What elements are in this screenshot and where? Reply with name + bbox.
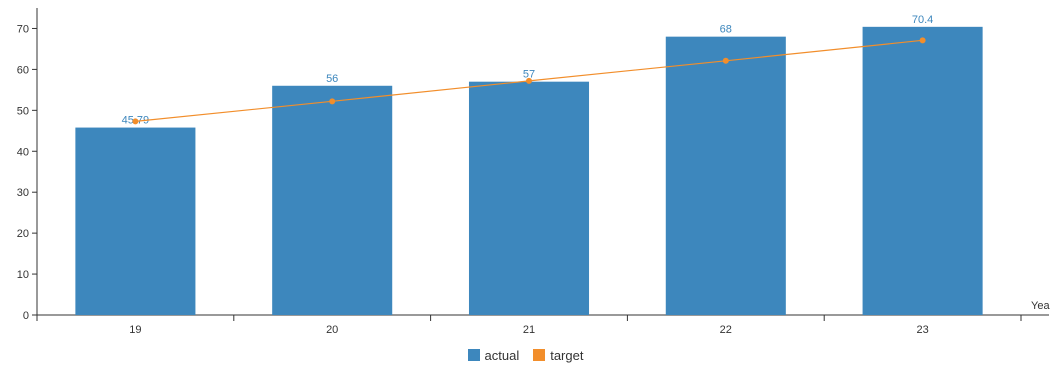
target-point-20[interactable] — [329, 98, 336, 105]
x-axis-title: Yea — [1031, 300, 1050, 312]
x-axis: 19 20 21 22 23 — [33, 314, 1049, 336]
bar-actual-21[interactable] — [468, 81, 590, 316]
legend-label-target: target — [550, 347, 584, 363]
bar-label-actual-20: 56 — [326, 73, 338, 85]
y-tick-label: 40 — [17, 146, 29, 158]
y-tick-label: 60 — [17, 64, 29, 76]
x-tick-label: 22 — [720, 324, 732, 336]
bar-actual-22[interactable] — [665, 36, 786, 316]
target-line — [132, 37, 926, 125]
actual-bars — [75, 26, 983, 316]
y-tick-label: 70 — [17, 23, 29, 35]
x-tick-label: 21 — [523, 324, 535, 336]
target-point-23[interactable] — [919, 37, 926, 44]
target-point-21[interactable] — [526, 77, 532, 84]
bar-actual-19[interactable] — [75, 127, 196, 315]
y-tick-label: 50 — [17, 105, 29, 117]
target-point-22[interactable] — [722, 57, 729, 64]
legend-item-target[interactable]: target — [533, 348, 583, 363]
bar-label-actual-21: 57 — [523, 69, 535, 81]
x-tick-label: 19 — [129, 324, 141, 336]
bar-label-actual-22: 68 — [720, 24, 732, 36]
bar-label-actual-23: 70.4 — [912, 14, 933, 26]
y-tick-label: 10 — [17, 269, 29, 281]
legend-label-actual: actual — [484, 347, 520, 363]
bar-actual-20[interactable] — [272, 85, 393, 315]
legend: actual target — [0, 346, 1051, 364]
y-tick-label: 30 — [17, 187, 29, 199]
legend-swatch-target — [533, 349, 546, 361]
legend-swatch-actual — [467, 349, 480, 361]
x-tick-label: 23 — [916, 324, 928, 336]
legend-item-actual[interactable]: actual — [467, 347, 520, 363]
x-tick-label: 20 — [326, 324, 338, 336]
y-axis: 0 10 20 30 40 50 60 70 — [17, 8, 38, 322]
target-point-19[interactable] — [132, 118, 139, 125]
y-tick-label: 20 — [17, 228, 29, 240]
y-tick-label: 0 — [23, 310, 29, 322]
bar-actual-23[interactable] — [862, 26, 983, 315]
